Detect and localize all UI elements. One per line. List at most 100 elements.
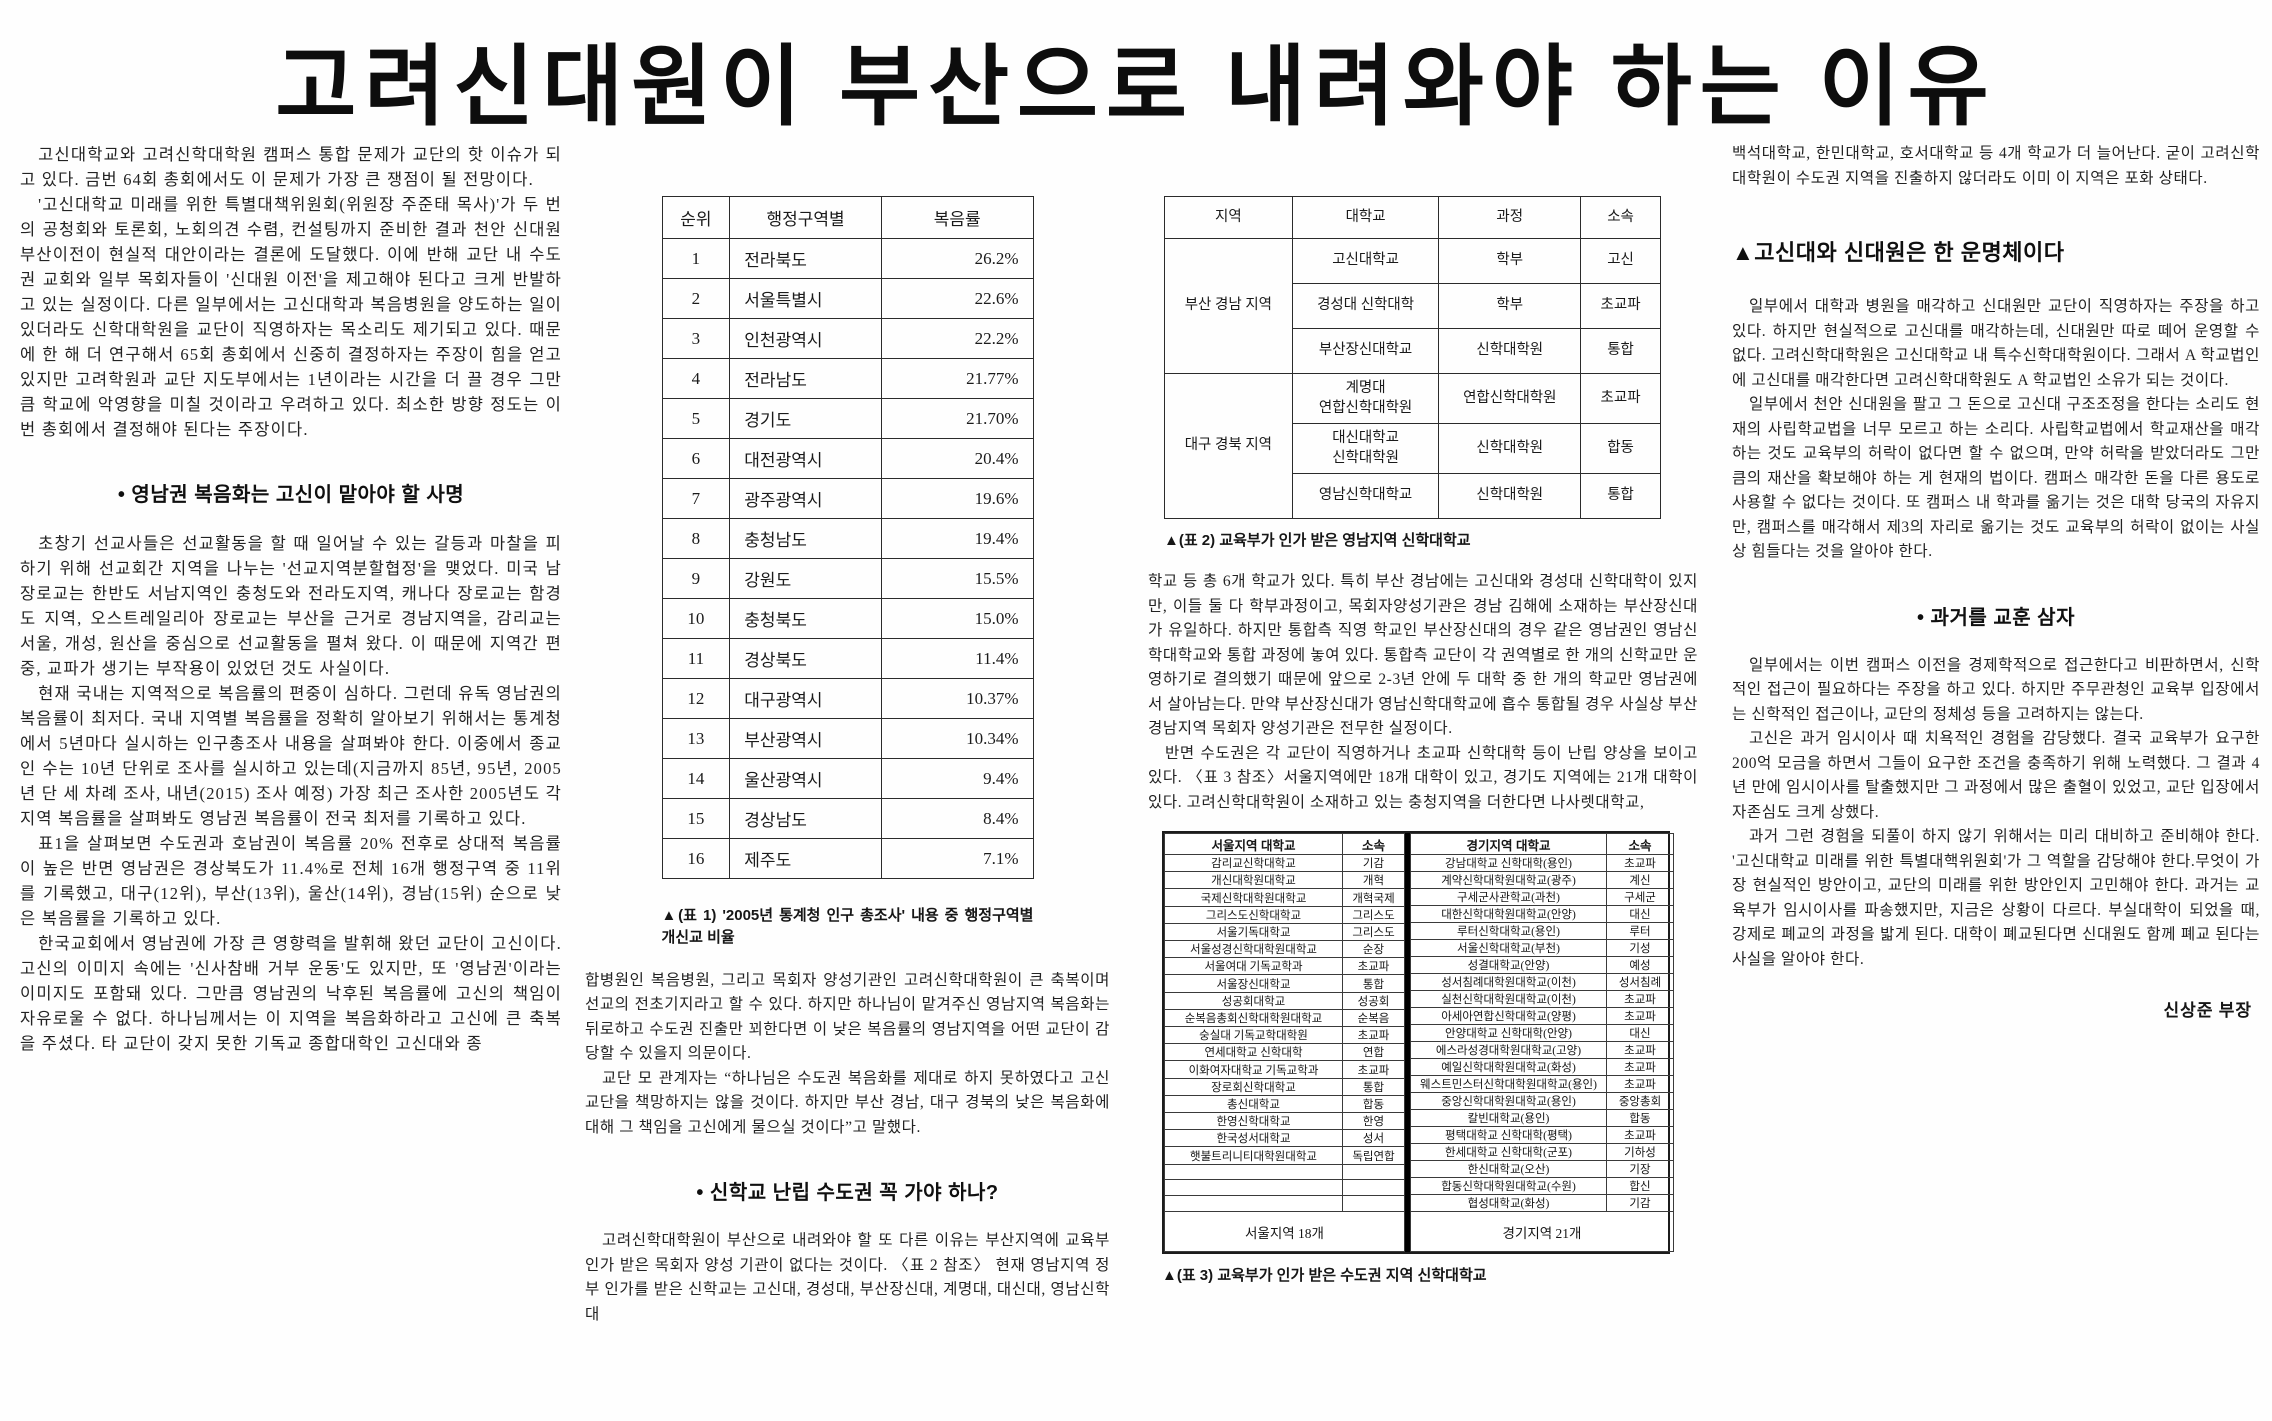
table-row: 2 서울특별시 22.6%	[661, 278, 1034, 319]
table-yeongnam-seminaries: 지역 대학교 과정 소속 부산 경남 지역 고신대학교 학부 고신 경성대 신학…	[1164, 196, 1661, 520]
table-row: 3 인천광역시 22.2%	[661, 318, 1034, 359]
table-row: 계약신학대학원대학교(광주) 계신	[1410, 871, 1674, 889]
table-cell: 7.1%	[880, 838, 1034, 879]
table-row: 12 대구광역시 10.37%	[661, 678, 1034, 719]
table-row: 한국성서대학교 성서	[1164, 1129, 1405, 1148]
table-row: 평택대학교 신학대학(평택) 초교파	[1410, 1126, 1674, 1144]
table-gyeonggi-seminaries: 경기지역 대학교 소속 강남대학교 신학대학(용인) 초교파 계약신학대학원대학교(…	[1410, 833, 1674, 1252]
column-header: 과정	[1438, 196, 1582, 239]
table-row: 경성대 신학대학 학부 초교파	[1165, 283, 1661, 329]
table-row: 한세대학교 신학대학(군포) 기하성	[1410, 1143, 1674, 1161]
table-row: 구세군사관학교(과천) 구세군	[1410, 888, 1674, 906]
paragraph: 고려신학대학원이 부산으로 내려와야 할 또 다른 이유는 부산지역에 교육부 …	[585, 1232, 1110, 1323]
table-header-row: 순위 행정구역별 복음률	[661, 196, 1034, 239]
table-cell: 기감	[1342, 853, 1405, 873]
table-cell: 기장	[1606, 1160, 1674, 1178]
table-cell: 합동	[1606, 1109, 1674, 1127]
table-cell: 성서	[1342, 1129, 1405, 1148]
table-footer-row: 경기지역 21개	[1410, 1211, 1674, 1252]
table-cell: 개혁국제	[1342, 888, 1405, 907]
table-cell: 초교파	[1606, 1041, 1674, 1059]
column-header: 행정구역별	[729, 196, 882, 239]
table-cell: 15.0%	[880, 598, 1034, 639]
section-heading-same-destiny: ▲고신대와 신대원은 한 운명체이다	[1732, 240, 2065, 265]
table-cell: 합동	[1342, 1094, 1405, 1114]
table-cell: 22.2%	[880, 318, 1034, 359]
table-cell	[1342, 1163, 1405, 1181]
paragraph: '고신대학교 미래를 위한 특별대책위원회(위원장 주준태 목사)'가 두 번의…	[20, 195, 562, 439]
table-header-row: 지역 대학교 과정 소속	[1164, 196, 1661, 239]
table-cell: 신학대학원	[1438, 473, 1582, 520]
table-cell: 초교파	[1342, 1060, 1405, 1079]
table-cell: 성공회	[1342, 991, 1405, 1010]
table-row: 개신대학원대학교 개혁	[1164, 871, 1405, 890]
table-cell: 10.34%	[880, 718, 1034, 759]
table-row	[1164, 1163, 1405, 1181]
region-cell: 대구 경북 지역	[1164, 372, 1293, 520]
table-cell: 중앙총회	[1606, 1092, 1674, 1110]
table-row: 서울신학대학교(부천) 기성	[1410, 939, 1674, 957]
table-cell: 순복음	[1342, 1008, 1405, 1028]
table-row: 부산 경남 지역 고신대학교 학부 고신	[1164, 238, 1661, 374]
region-cell: 부산 경남 지역	[1164, 238, 1293, 374]
table-row: 실천신학대학원대학교(이천) 초교파	[1410, 990, 1674, 1008]
table-cell: 실천신학대학원대학교(이천)	[1410, 990, 1607, 1008]
paragraph: 한국교회에서 영남권에 가장 큰 영향력을 발휘해 왔던 교단이 고신이다. 고…	[20, 934, 562, 1053]
column-header: 대학교	[1291, 196, 1440, 239]
table-cell: 한세대학교 신학대학(군포)	[1410, 1143, 1607, 1161]
table3-caption: ▲(표 3) 교육부가 인가 받은 수도권 지역 신학대학교	[1162, 1267, 1487, 1284]
article-title: 고려신대원이 부산으로 내려와야 하는 이유	[275, 40, 1997, 137]
table-cell	[1164, 1163, 1343, 1181]
table-header-row: 경기지역 대학교 소속	[1410, 833, 1674, 855]
table-row: 서울기독대학교 그리스도	[1164, 922, 1405, 942]
table-cell: 충청남도	[729, 518, 882, 559]
table-row	[1164, 1179, 1405, 1197]
column-4: 백석대학교, 한민대학교, 호서대학교 등 4개 학교가 더 늘어난다. 굳이 …	[1732, 142, 2260, 1021]
table-cell: 서울여대 기독교학과	[1164, 957, 1343, 976]
column-header: 소속	[1342, 833, 1405, 855]
table-row: 1 전라북도 26.2%	[661, 238, 1034, 279]
table-row: 16 제주도 7.1%	[661, 838, 1034, 879]
table-cell: 15	[661, 798, 731, 839]
table-cell: 에스라성경대학원대학교(고양)	[1410, 1041, 1607, 1059]
paragraph: 표1을 살펴보면 수도권과 호남권이 복음률 20% 전후로 상대적 복음률이 …	[20, 834, 562, 928]
table-cell: 감리교신학대학교	[1164, 853, 1343, 873]
table-row	[1164, 1195, 1405, 1212]
table-divider	[1405, 833, 1410, 1252]
table-cell: 11.4%	[880, 638, 1034, 679]
table-cell: 기하성	[1606, 1143, 1674, 1161]
table-cell: 11	[661, 638, 731, 679]
paragraph: 고신은 과거 임시이사 때 치욕적인 경험을 감당했다. 결국 교육부가 요구한…	[1732, 730, 2260, 821]
table-cell: 서울특별시	[729, 278, 882, 319]
table-cell: 대신대학교 신학대학원	[1291, 423, 1440, 475]
seoul-count-cell: 서울지역 18개	[1164, 1211, 1405, 1252]
table-cell: 20.4%	[880, 438, 1034, 479]
table-row: 9 강원도 15.5%	[661, 558, 1034, 599]
table-row: 11 경상북도 11.4%	[661, 638, 1034, 679]
paragraph: 초창기 선교사들은 선교활동을 할 때 일어날 수 있는 갈등과 마찰을 피하기…	[20, 534, 562, 678]
table-cell: 서울신학대학교(부천)	[1410, 939, 1607, 957]
table-row: 성결대학교(안양) 예성	[1410, 956, 1674, 974]
paragraph: 반면 수도권은 각 교단이 직영하거나 초교파 신학대학 등이 난립 양상을 보…	[1148, 744, 1698, 811]
table-row: 중앙신학대학원대학교(용인) 중앙총회	[1410, 1092, 1674, 1110]
paragraph: 일부에서 대학과 병원을 매각하고 신대원만 교단이 직영하자는 주장을 하고 …	[1732, 298, 2260, 389]
table-row: 이화여자대학교 기독교학과 초교파	[1164, 1060, 1405, 1079]
table-cell: 독립연합	[1342, 1146, 1405, 1165]
table-row: 대신대학교 신학대학원 신학대학원 합동	[1165, 423, 1661, 475]
table-cell: 학부	[1438, 283, 1582, 329]
table-cell: 숭실대 기독교학대학원	[1164, 1026, 1343, 1045]
table-cell: 1	[661, 238, 731, 279]
table-cell: 구세군사관학교(과천)	[1410, 888, 1607, 906]
table-cell: 순장	[1342, 940, 1405, 959]
table-cell: 전라북도	[729, 238, 882, 279]
table-cell: 경상북도	[729, 638, 882, 679]
table-cell: 초교파	[1606, 854, 1674, 872]
table-cell: 예일신학대학원대학교(화성)	[1410, 1058, 1607, 1076]
table-cell: 26.2%	[880, 238, 1034, 279]
table-cell: 9	[661, 558, 731, 599]
table-row: 총신대학교 합동	[1164, 1094, 1405, 1114]
table-header-row: 서울지역 대학교 소속	[1164, 833, 1405, 855]
table-cell: 성결대학교(안양)	[1410, 956, 1607, 974]
table-row: 햇불트리니티대학원대학교 독립연합	[1164, 1146, 1405, 1165]
